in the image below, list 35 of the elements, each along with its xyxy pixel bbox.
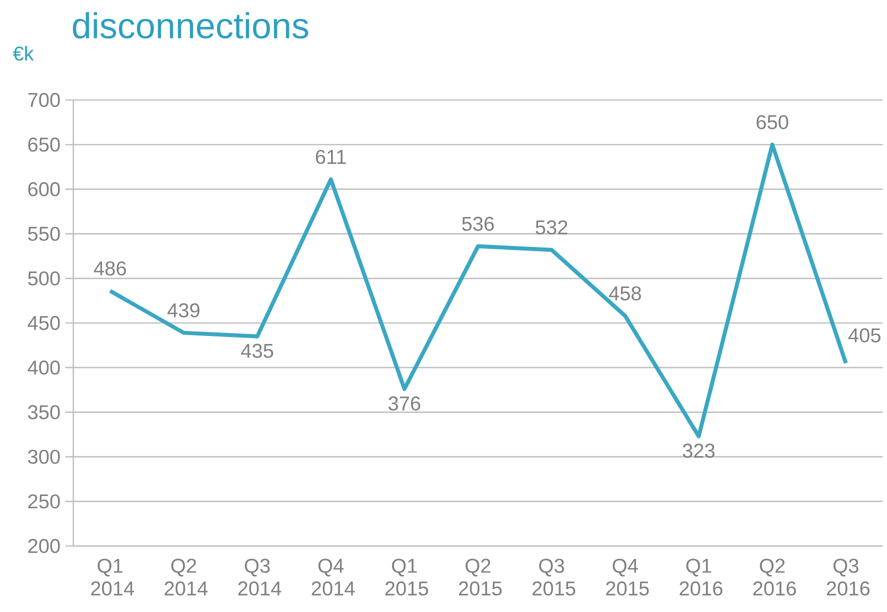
y-tick-label: 650: [28, 138, 60, 152]
y-tick-label: 400: [28, 360, 60, 375]
x-tick-label: Q2 2014: [164, 558, 208, 596]
chart-title: disconnections: [72, 12, 308, 39]
x-tick-label: Q3 2015: [532, 558, 576, 596]
data-label: 532: [536, 220, 568, 234]
y-tick-label: 250: [28, 494, 60, 508]
y-tick-label: 450: [28, 316, 60, 330]
y-tick-label: 550: [28, 226, 60, 241]
y-tick-label: 350: [28, 405, 60, 420]
y-tick-label: 500: [28, 271, 60, 286]
x-tick-label: Q2 2016: [753, 558, 796, 596]
data-label: 323: [682, 444, 715, 458]
x-tick-label: Q1 2014: [91, 558, 134, 596]
x-tick-label: Q4 2014: [312, 558, 355, 596]
data-label: 536: [462, 216, 494, 231]
data-label: 486: [94, 261, 126, 276]
y-tick-label: 200: [28, 538, 60, 554]
x-tick-label: Q2 2015: [459, 558, 502, 596]
data-label: 376: [388, 396, 420, 411]
y-tick-label: 300: [28, 450, 60, 464]
data-label: 458: [608, 286, 641, 300]
y-tick-label: 600: [28, 182, 60, 196]
y-tick-label: 700: [28, 92, 60, 108]
data-label: 435: [241, 344, 274, 358]
data-label: 611: [316, 150, 346, 164]
x-tick-label: Q3 2014: [238, 558, 282, 596]
y-axis-title: €k: [12, 46, 34, 61]
data-label: 405: [848, 328, 880, 342]
x-tick-label: Q4 2015: [606, 558, 649, 596]
x-tick-label: Q3 2016: [826, 558, 870, 596]
data-label: 650: [756, 115, 788, 130]
x-tick-label: Q1 2016: [680, 558, 722, 596]
data-label: 439: [167, 303, 200, 318]
x-tick-label: Q1 2015: [385, 558, 428, 596]
